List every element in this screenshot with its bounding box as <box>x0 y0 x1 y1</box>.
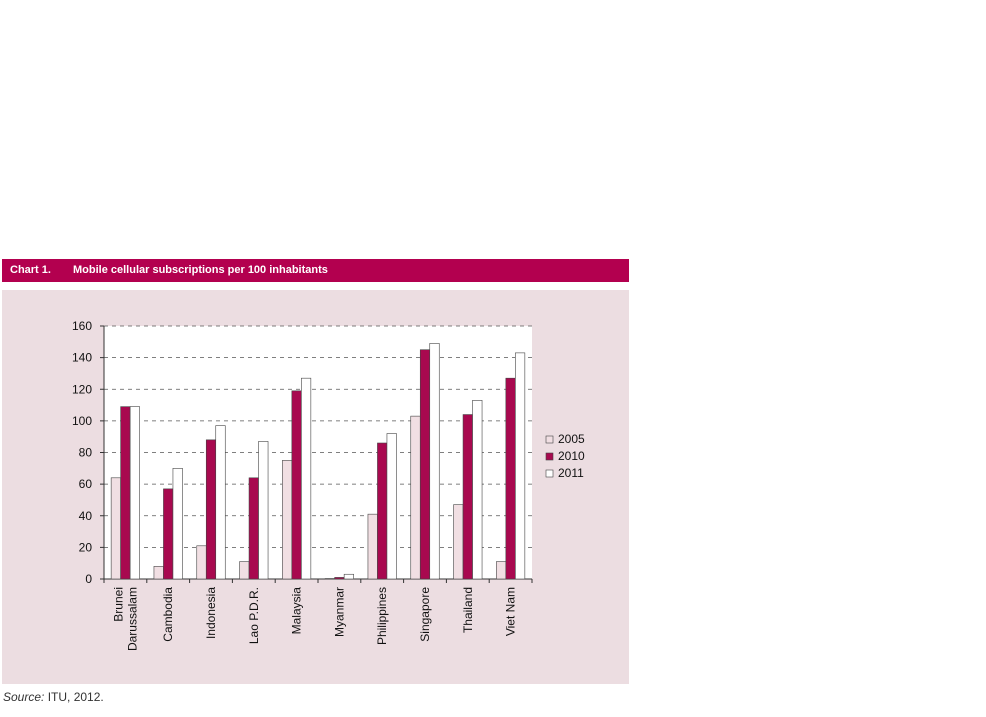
chart-number: Chart 1. <box>10 264 51 276</box>
bar-2011 <box>215 425 226 580</box>
x-tick-label: Philippines <box>375 587 389 645</box>
x-tick-label: Cambodia <box>161 587 175 642</box>
bar-2010 <box>205 439 217 580</box>
bar-2011 <box>129 406 140 580</box>
x-tick-label: Brunei <box>111 587 125 622</box>
legend-label-2011: 2011 <box>558 466 584 480</box>
y-tick-label: 40 <box>79 509 93 523</box>
x-tick-label: Myanmar <box>332 587 346 637</box>
source-note: Source: ITU, 2012. <box>3 690 104 704</box>
bar-2010 <box>163 488 174 580</box>
legend-swatch-2005 <box>545 435 554 444</box>
bar-2005 <box>239 561 250 580</box>
bar-2010 <box>419 349 431 580</box>
bar-2011 <box>472 400 483 580</box>
bar-2011 <box>515 352 526 580</box>
x-tick-label: Singapore <box>418 587 432 642</box>
bar-2011 <box>301 377 312 580</box>
y-tick-label: 100 <box>72 414 92 428</box>
bar-2010 <box>248 477 259 580</box>
x-tick-label: Malaysia <box>290 587 304 635</box>
bar-2010 <box>120 406 131 580</box>
bar-2011 <box>343 573 354 580</box>
bar-2005 <box>496 561 507 580</box>
chart-title: Mobile cellular subscriptions per 100 in… <box>73 264 328 276</box>
y-tick-label: 120 <box>72 382 92 396</box>
bar-2011 <box>172 468 183 580</box>
bar-2010 <box>377 442 388 580</box>
source-label: Source: <box>3 690 45 704</box>
y-tick-label: 0 <box>85 572 92 586</box>
x-tick-label: Lao P.D.R. <box>247 587 261 644</box>
y-tick-label: 20 <box>79 540 93 554</box>
bar-2005 <box>282 460 293 580</box>
y-tick-label: 140 <box>72 351 92 365</box>
bar-2010 <box>505 377 516 580</box>
legend-swatch-2011 <box>545 469 554 478</box>
bar-2011 <box>258 441 269 580</box>
bar-2005 <box>196 545 207 580</box>
bar-chart: 0 20 40 60 80 100 120 140 160 Brunei Darussalam Cam… <box>72 319 585 651</box>
bar-2005 <box>153 566 164 580</box>
bar-2010 <box>462 414 473 580</box>
x-tick-label: Darussalam <box>125 587 139 651</box>
x-tick-label: Indonesia <box>204 587 218 639</box>
y-tick-label: 80 <box>79 446 93 460</box>
x-tick-label: Viet Nam <box>504 587 518 636</box>
legend-label-2005: 2005 <box>558 432 585 446</box>
bar-2011 <box>429 343 440 580</box>
chart-header: Chart 1. Mobile cellular subscriptions p… <box>2 259 629 282</box>
bar-2005 <box>367 513 378 580</box>
legend-label-2010: 2010 <box>558 449 585 463</box>
x-tick-label: Thailand <box>461 587 475 633</box>
bar-2005 <box>453 504 464 580</box>
bar-2010 <box>334 577 345 580</box>
legend-swatch-2010 <box>545 452 554 461</box>
chart-panel: 0 20 40 60 80 100 120 140 160 Brunei Darussalam Cam… <box>2 290 629 684</box>
bar-2010 <box>291 390 302 580</box>
bar-2005 <box>410 415 421 580</box>
bar-2005 <box>110 477 121 580</box>
y-tick-label: 160 <box>72 319 92 333</box>
y-tick-label: 60 <box>79 477 93 491</box>
source-text: ITU, 2012. <box>47 690 104 704</box>
bar-2011 <box>386 433 397 580</box>
